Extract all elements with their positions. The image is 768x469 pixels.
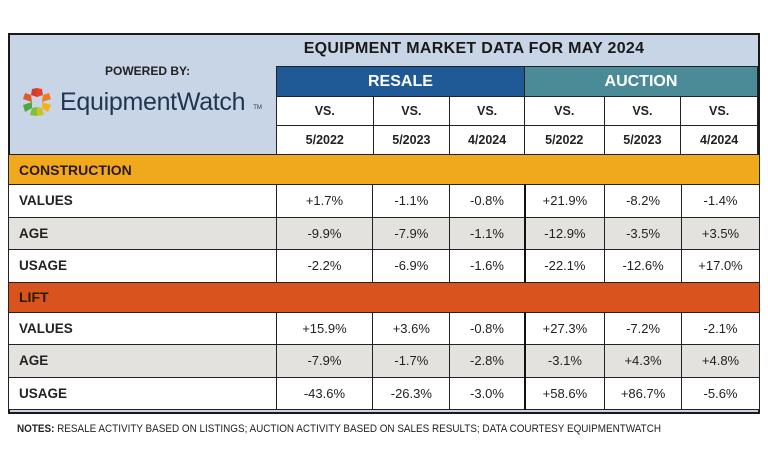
vs-label: VS. [680,96,758,126]
value-cell: -7.9% [275,344,374,378]
period-header: 4/2024 [449,125,525,155]
column-headers: RESALE AUCTION VS. VS. VS. VS. VS. VS. 5… [276,66,759,155]
value-cell: -3.1% [523,344,606,378]
value-cell: +58.6% [523,376,606,410]
row-label: VALUES [8,311,277,345]
section-band: LIFT [8,281,760,313]
period-header: 5/2023 [603,125,682,155]
vs-label: VS. [523,96,605,126]
value-cell: +3.6% [372,311,451,345]
value-cell: -2.2% [275,249,374,283]
notes: NOTES: RESALE ACTIVITY BASED ON LISTINGS… [17,423,661,435]
resale-header: RESALE [276,66,525,97]
row-label: AGE [8,344,277,378]
value-cell: -1.7% [372,344,451,378]
value-cell: -1.4% [681,184,760,218]
table-row: USAGE -43.6% -26.3% -3.0% +58.6% +86.7% -5.6% [8,376,760,410]
value-cell: +17.0% [681,249,760,283]
value-cell: -43.6% [275,376,374,410]
section-title: CONSTRUCTION [8,154,760,185]
table-row: VALUES +1.7% -1.1% -0.8% +21.9% -8.2% -1.4% [8,184,760,218]
value-cell: -12.6% [604,249,683,283]
value-cell: +86.7% [604,376,683,410]
logo-text: EquipmentWatch [60,87,246,116]
period-header: 5/2022 [276,125,374,155]
value-cell: +3.5% [681,216,760,250]
value-cell: -7.2% [604,311,683,345]
vs-label: VS. [276,96,374,126]
section-title: LIFT [8,281,760,313]
table-row: AGE -9.9% -7.9% -1.1% -12.9% -3.5% +3.5% [8,216,760,250]
section-band: CONSTRUCTION [8,154,760,185]
table-title: EQUIPMENT MARKET DATA FOR MAY 2024 [303,40,645,57]
powered-by-label: POWERED BY: [105,64,191,78]
value-cell: +27.3% [523,311,606,345]
value-cell: +21.9% [523,184,606,218]
row-label: USAGE [8,376,277,410]
period-header: 5/2022 [523,125,605,155]
value-cell: -3.5% [604,216,683,250]
value-cell: -12.9% [523,216,606,250]
value-cell: -8.2% [604,184,683,218]
value-cell: +15.9% [275,311,374,345]
table-row: VALUES +15.9% +3.6% -0.8% +27.3% -7.2% -2.1% [8,311,760,345]
row-label: USAGE [8,249,277,283]
value-cell: -0.8% [449,311,526,345]
data-body: CONSTRUCTION VALUES +1.7% -1.1% -0.8% +21.9% -… [8,154,760,410]
market-data-table: EQUIPMENT MARKET DATA FOR MAY 2024 POWER… [8,33,760,414]
value-cell: -3.0% [449,376,526,410]
value-cell: -1.1% [372,184,451,218]
row-label: AGE [8,216,277,250]
value-cell: -2.1% [681,311,760,345]
period-header: 4/2024 [680,125,758,155]
value-cell: -5.6% [681,376,760,410]
value-cell: -7.9% [372,216,451,250]
value-cell: -2.8% [449,344,526,378]
value-cell: -6.9% [372,249,451,283]
gear-logo-icon [23,88,51,116]
value-cell: +4.3% [604,344,683,378]
notes-label: NOTES: [17,423,55,435]
row-label: VALUES [8,184,277,218]
value-cell: +1.7% [275,184,374,218]
value-cell: -9.9% [275,216,374,250]
auction-header: AUCTION [523,66,759,97]
value-cell: -26.3% [372,376,451,410]
value-cell: -1.1% [449,216,526,250]
value-cell: -0.8% [449,184,526,218]
vs-label: VS. [603,96,682,126]
table-row: AGE -7.9% -1.7% -2.8% -3.1% +4.3% +4.8% [8,344,760,378]
period-header: 5/2023 [372,125,451,155]
value-cell: -22.1% [523,249,606,283]
notes-text: RESALE ACTIVITY BASED ON LISTINGS; AUCTI… [54,423,662,435]
value-cell: +4.8% [681,344,760,378]
table-row: USAGE -2.2% -6.9% -1.6% -22.1% -12.6% +17.0% [8,249,760,283]
equipmentwatch-logo: EquipmentWatch TM [22,87,262,117]
vs-label: VS. [372,96,451,126]
vs-label: VS. [449,96,525,126]
value-cell: -1.6% [449,249,526,283]
